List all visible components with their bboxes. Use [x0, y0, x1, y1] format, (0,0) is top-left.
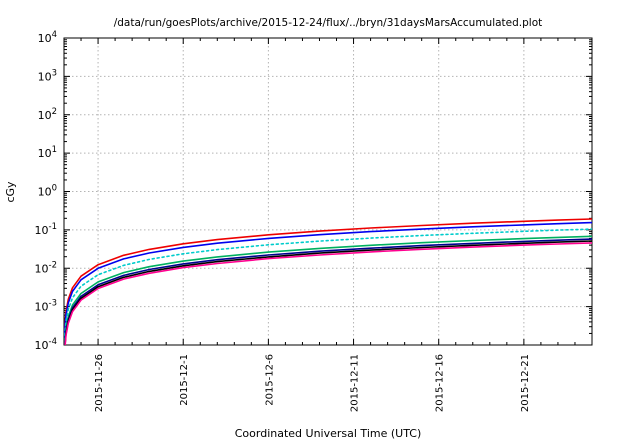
y-tick-exponent: -3 — [49, 299, 57, 309]
series-line-red-accumulated-dose — [64, 218, 592, 345]
y-tick-label: 104 — [38, 30, 57, 45]
x-tick-label: 2015-12-6 — [264, 354, 275, 406]
x-tick-label: 2015-12-16 — [435, 354, 446, 412]
x-tick-label: 2015-12-21 — [520, 354, 531, 412]
y-tick-label: 100 — [38, 184, 57, 199]
y-tick-exponent: 2 — [52, 107, 57, 117]
series-line-cyan-accumulated-dose — [64, 228, 592, 345]
y-tick-label: 10-3 — [35, 299, 57, 314]
series-line-navy-accumulated-dose — [64, 238, 592, 345]
y-tick-exponent: 1 — [52, 145, 57, 155]
x-axis-label: Coordinated Universal Time (UTC) — [235, 427, 422, 440]
y-tick-exponent: 4 — [52, 30, 57, 40]
y-tick-exponent: -4 — [49, 337, 57, 347]
x-tick-label: 2015-12-1 — [179, 354, 190, 406]
y-tick-label: 10-2 — [35, 260, 57, 275]
y-axis-label: cGy — [4, 181, 17, 203]
y-tick-label: 101 — [38, 145, 57, 160]
y-tick-label: 10-1 — [35, 222, 57, 237]
x-tick-label: 2015-11-26 — [94, 354, 105, 412]
plot-area: 10-410-310-210-11001011021031042015-11-2… — [35, 30, 593, 412]
y-tick-exponent: -2 — [49, 260, 57, 270]
y-tick-exponent: 0 — [52, 184, 57, 194]
y-tick-label: 10-4 — [35, 337, 57, 352]
y-tick-label: 103 — [38, 68, 57, 83]
series-group — [64, 218, 592, 345]
x-tick-label: 2015-12-11 — [350, 354, 361, 412]
series-line-blue-accumulated-dose — [64, 221, 592, 345]
y-tick-exponent: 3 — [52, 68, 57, 78]
series-line-magenta-accumulated-dose — [64, 242, 592, 345]
y-tick-label: 102 — [38, 107, 57, 122]
chart-title: /data/run/goesPlots/archive/2015-12-24/f… — [114, 17, 543, 29]
y-tick-exponent: -1 — [49, 222, 57, 232]
